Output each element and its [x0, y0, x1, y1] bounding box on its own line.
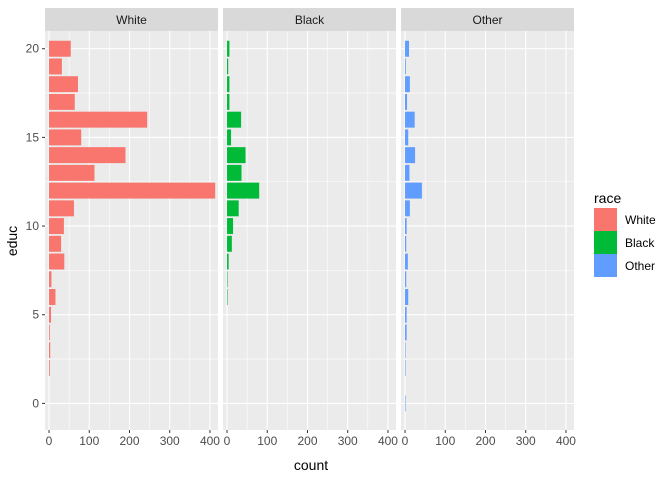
- bar: [405, 324, 407, 341]
- legend-key-black: [594, 231, 617, 254]
- bar: [227, 129, 232, 146]
- x-tick-label: 0: [46, 434, 53, 448]
- facet-strip-label: White: [116, 13, 147, 27]
- bar: [405, 40, 410, 57]
- bar: [49, 147, 126, 164]
- x-tick-label: 300: [516, 434, 536, 448]
- bar: [49, 324, 50, 341]
- y-tick-label: 20: [26, 42, 40, 56]
- y-tick-label: 5: [32, 308, 39, 322]
- bar: [49, 111, 148, 128]
- bar: [49, 58, 62, 75]
- bar: [227, 58, 229, 75]
- bar: [227, 40, 230, 57]
- bar: [405, 200, 410, 217]
- y-axis: 0 5 10 15 20: [26, 42, 45, 410]
- panel-background: [223, 31, 396, 430]
- bar: [49, 218, 64, 235]
- bar: [405, 182, 422, 199]
- x-axis-title: count: [294, 457, 328, 473]
- x-tick-label: 100: [435, 434, 455, 448]
- bar: [49, 164, 95, 181]
- legend-key-white: [594, 208, 617, 231]
- bar: [405, 395, 406, 412]
- bar: [405, 129, 409, 146]
- x-tick-label: 400: [556, 434, 576, 448]
- bar: [405, 218, 407, 235]
- bar: [49, 200, 74, 217]
- x-tick-label: 300: [338, 434, 358, 448]
- x-tick-label: 400: [378, 434, 398, 448]
- bar: [49, 359, 50, 376]
- bar: [227, 93, 230, 110]
- bar: [49, 76, 78, 93]
- x-tick-label: 400: [200, 434, 220, 448]
- x-tick-label: 0: [224, 434, 231, 448]
- bar: [227, 271, 228, 288]
- bar: [405, 164, 410, 181]
- facet-strip-label: Black: [295, 13, 325, 27]
- x-tick-label: 0: [402, 434, 409, 448]
- bar: [227, 200, 239, 217]
- bar: [49, 271, 52, 288]
- legend-title: race: [594, 190, 621, 206]
- y-axis-title: educ: [4, 226, 20, 256]
- bar: [49, 129, 82, 146]
- y-tick-label: 10: [26, 219, 40, 233]
- bar: [49, 182, 216, 199]
- facet-strip: [223, 8, 396, 31]
- facet-strip: [45, 8, 218, 31]
- facet-panel-black: Black 0 100 200 300 400: [223, 8, 398, 448]
- bar: [49, 306, 52, 323]
- legend-label: Black: [625, 236, 655, 250]
- bar: [405, 342, 406, 359]
- bar: [227, 111, 242, 128]
- bar: [49, 40, 71, 57]
- bar: [227, 182, 260, 199]
- y-tick-label: 15: [26, 130, 40, 144]
- bar: [405, 359, 406, 376]
- legend-label: Other: [625, 259, 655, 273]
- bar: [405, 147, 416, 164]
- bar: [49, 289, 56, 305]
- bar: [49, 342, 51, 359]
- bar: [227, 218, 234, 235]
- y-tick-label: 0: [32, 396, 39, 410]
- facet-strip: [401, 8, 574, 31]
- bar: [227, 164, 242, 181]
- bar: [227, 253, 229, 270]
- bar: [405, 93, 408, 110]
- x-tick-label: 100: [257, 434, 277, 448]
- facet-strip-label: Other: [472, 13, 502, 27]
- bar: [49, 235, 62, 252]
- x-tick-label: 100: [79, 434, 99, 448]
- bar: [227, 76, 230, 93]
- bar: [405, 58, 406, 75]
- bar: [405, 235, 407, 252]
- bar: [49, 93, 75, 110]
- legend: race White Black Other: [594, 190, 656, 277]
- bar: [227, 235, 232, 252]
- panel-background: [401, 31, 574, 430]
- x-tick-label: 200: [119, 434, 139, 448]
- bar: [405, 271, 407, 288]
- bar: [405, 76, 410, 93]
- x-tick-label: 200: [475, 434, 495, 448]
- bar: [405, 289, 409, 305]
- bar: [405, 111, 415, 128]
- bar: [49, 253, 65, 270]
- bar: [405, 306, 407, 323]
- facet-panel-other: Other 0 100 200 300 400: [401, 8, 576, 448]
- x-tick-label: 300: [160, 434, 180, 448]
- legend-label: White: [625, 213, 656, 227]
- bar: [405, 253, 408, 270]
- facet-panel-white: White 0 100 200 300 400: [45, 8, 220, 448]
- bar: [227, 289, 228, 305]
- x-tick-label: 200: [297, 434, 317, 448]
- legend-key-other: [594, 254, 617, 277]
- bar: [227, 147, 246, 164]
